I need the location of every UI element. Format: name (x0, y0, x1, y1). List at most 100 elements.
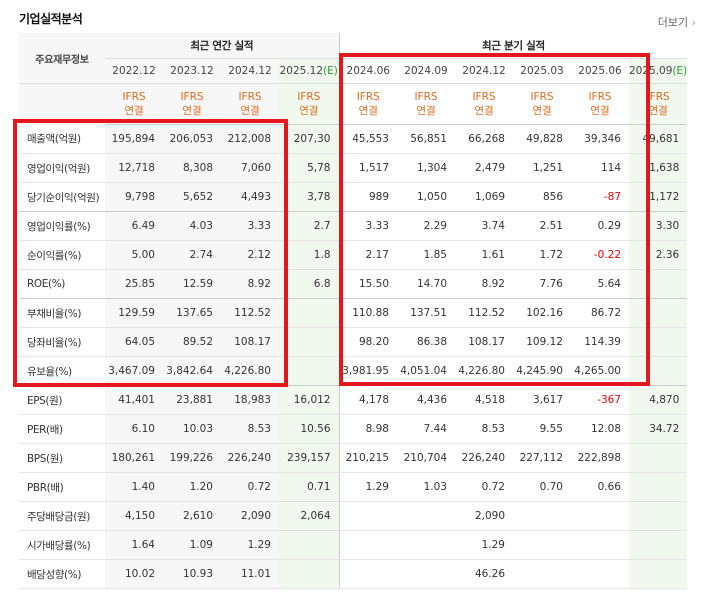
cell-value: 34.72 (629, 414, 688, 444)
cell-value: 1.29 (455, 530, 513, 560)
cell-value: 4,493 (221, 182, 279, 212)
cell-value: 0.72 (221, 472, 279, 502)
cell-value: 137.51 (397, 298, 455, 328)
ifrs-standard: IFRS 연결 (455, 83, 513, 125)
cell-value: 86.72 (571, 298, 629, 328)
cell-value: 64.05 (105, 327, 163, 357)
cell-value (629, 472, 688, 502)
table-row: 매출액(억원) 195,894 206,053 212,008 207,30 45,553… (19, 124, 688, 154)
cell-value (338, 530, 397, 560)
cell-value: 1.72 (513, 240, 571, 270)
cell-value: 1,069 (455, 182, 513, 212)
cell-value: 16,012 (279, 385, 339, 415)
cell-value (629, 501, 688, 531)
cell-value: 129.59 (105, 298, 163, 328)
cell-value: 239,157 (279, 443, 339, 473)
row-label: PBR(배) (19, 472, 105, 502)
row-label: BPS(원) (19, 443, 105, 473)
cell-value: 2.36 (629, 240, 688, 270)
table-row: 부채비율(%) 129.59 137.65 112.52 110.88 137.51 112… (19, 298, 688, 328)
row-label: 부채비율(%) (19, 298, 105, 328)
cell-value: 8.53 (455, 414, 513, 444)
cell-value: 49,681 (629, 124, 688, 154)
cell-value: 1,638 (629, 153, 688, 183)
cell-value: 12.59 (163, 269, 221, 299)
cell-value (513, 501, 571, 531)
cell-value: 8,308 (163, 153, 221, 183)
cell-value: 137.65 (163, 298, 221, 328)
table-row: EPS(원) 41,401 23,881 18,983 16,012 4,178 4,436… (19, 385, 688, 415)
cell-value: 3,842.64 (163, 356, 221, 386)
cell-value: 114.39 (571, 327, 629, 357)
ifrs-standard: IFRS 연결 (221, 83, 279, 125)
cell-value: 7,060 (221, 153, 279, 183)
cell-value: 2,090 (455, 501, 513, 531)
cell-value: 4,436 (397, 385, 455, 415)
period-header: 2024.06 (338, 58, 397, 84)
cell-value: 12.08 (571, 414, 629, 444)
financial-table: 주요재무정보 최근 연간 실적 최근 분기 실적 2022.12 2023.12 2… (19, 33, 688, 589)
more-link[interactable]: 더보기 › (658, 14, 696, 30)
cell-value: 6.10 (105, 414, 163, 444)
cell-value: 108.17 (221, 327, 279, 357)
cell-value (629, 356, 688, 386)
cell-value: 4,245.90 (513, 356, 571, 386)
cell-value: 207,30 (279, 124, 339, 154)
table-row: 영업이익(억원) 12,718 8,308 7,060 5,78 1,517 1,304 2,… (19, 153, 688, 183)
cell-value: 49,828 (513, 124, 571, 154)
period-header: 2024.09 (397, 58, 455, 84)
cell-value: 1.29 (221, 530, 279, 560)
cell-value: 1.20 (163, 472, 221, 502)
table-row: 유보율(%) 3,467.09 3,842.64 4,226.80 3,981.95 4,… (19, 356, 688, 386)
row-label: 당좌비율(%) (19, 327, 105, 357)
cell-value: 1.29 (338, 472, 397, 502)
cell-value (513, 530, 571, 560)
cell-value (571, 501, 629, 531)
cell-value (279, 298, 339, 328)
cell-value: 23,881 (163, 385, 221, 415)
cell-value: 46.26 (455, 559, 513, 589)
period-header: 2025.09(E) (629, 58, 688, 84)
table-row: PBR(배) 1.40 1.20 0.72 0.71 1.29 1.03 0.72 0.70 0.… (19, 472, 688, 502)
cell-value: 4,150 (105, 501, 163, 531)
cell-value (279, 356, 339, 386)
row-label: EPS(원) (19, 385, 105, 415)
cell-value: 45,553 (338, 124, 397, 154)
period-header: 2022.12 (105, 58, 163, 84)
table-row: BPS(원) 180,261 199,226 226,240 239,157 210,21… (19, 443, 688, 473)
cell-value: 8.92 (221, 269, 279, 299)
cell-value: 41,401 (105, 385, 163, 415)
cell-value: 0.29 (571, 211, 629, 241)
cell-value: 66,268 (455, 124, 513, 154)
cell-value (629, 443, 688, 473)
cell-value: 6.49 (105, 211, 163, 241)
cell-value: 4,178 (338, 385, 397, 415)
cell-value: 210,215 (338, 443, 397, 473)
table-row: 당기순이익(억원) 9,798 5,652 4,493 3,78 989 1,050 1,06… (19, 182, 688, 212)
cell-value: 2.74 (163, 240, 221, 270)
cell-value: 0.66 (571, 472, 629, 502)
cell-value: 9.55 (513, 414, 571, 444)
cell-value: 5,78 (279, 153, 339, 183)
table-row: 당좌비율(%) 64.05 89.52 108.17 98.20 86.38 108.17 1… (19, 327, 688, 357)
cell-value: 2,064 (279, 501, 339, 531)
cell-value: 0.70 (513, 472, 571, 502)
cell-value: 56,851 (397, 124, 455, 154)
cell-value (397, 559, 455, 589)
cell-value: 9,798 (105, 182, 163, 212)
cell-value (513, 559, 571, 589)
cell-value (397, 530, 455, 560)
row-label: 유보율(%) (19, 356, 105, 386)
table-row: ROE(%) 25.85 12.59 8.92 6.8 15.50 14.70 8.92 7.7… (19, 269, 688, 299)
ifrs-standard: IFRS 연결 (513, 83, 571, 125)
row-label: 매출액(억원) (19, 124, 105, 154)
cell-value (279, 327, 339, 357)
cell-value: 10.93 (163, 559, 221, 589)
cell-value: 195,894 (105, 124, 163, 154)
cell-value (629, 298, 688, 328)
cell-value (338, 501, 397, 531)
cell-value: 110.88 (338, 298, 397, 328)
table-row: 주당배당금(원) 4,150 2,610 2,090 2,064 2,090 (19, 501, 688, 531)
more-label: 더보기 (657, 16, 689, 29)
cell-value: 856 (513, 182, 571, 212)
